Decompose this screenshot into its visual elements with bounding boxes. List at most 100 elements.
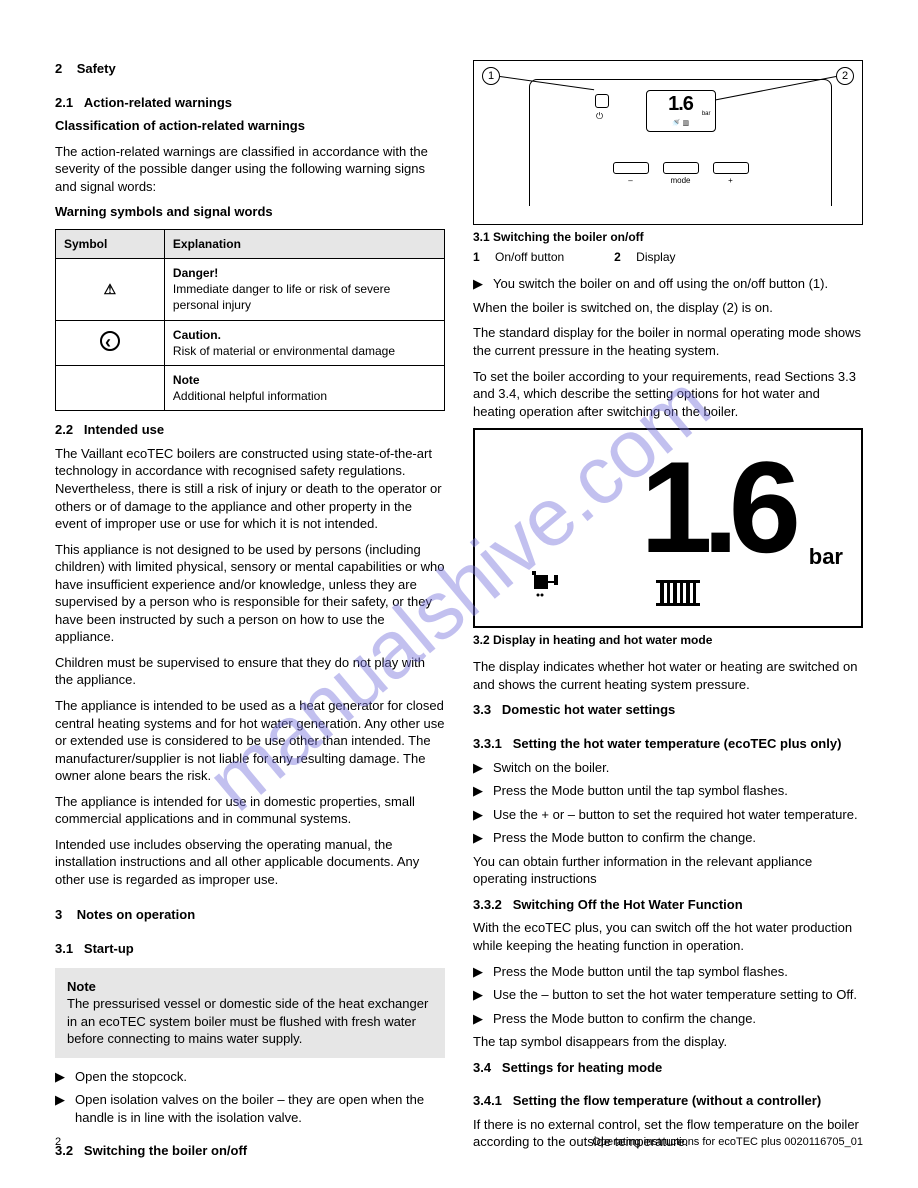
callout-1: 1 [482, 67, 500, 85]
s341-p: If there is no external control, set the… [473, 1116, 863, 1151]
s332-after: The tap symbol disappears from the displ… [473, 1033, 863, 1051]
onoff-button [595, 94, 609, 108]
sub22-p2: This appliance is not designed to be use… [55, 541, 445, 646]
sub22-p4: The appliance is intended to be used as … [55, 697, 445, 785]
plus-label: + [728, 176, 733, 187]
sub331-title: Setting the hot water temperature (ecoTE… [513, 736, 842, 751]
cell-caution-icon [56, 320, 165, 365]
th-expl: Explanation [164, 229, 444, 258]
caution-label: Caution. [173, 328, 221, 342]
s332-1: ▶ Press the Mode button until the tap sym… [473, 963, 863, 981]
s331-3: ▶Use the + or – button to set the requir… [473, 806, 863, 824]
right-step1-text: You switch the boiler on and off using t… [493, 275, 828, 293]
right-column: 1 2 ⏻ 1.6 bar 🚿 ▥ – mode + 3.1 Switching… [473, 60, 863, 1166]
legend2-num: 2 [614, 249, 626, 265]
legend2-text: Display [636, 249, 675, 265]
arrow-icon: ▶ [473, 275, 487, 293]
note-desc: Additional helpful information [173, 389, 327, 403]
left-column: 2 Safety 2.1 Action-related warnings Cla… [55, 60, 445, 1166]
cell-note-text: Note Additional helpful information [164, 365, 444, 410]
arrow-icon: ▶ [55, 1091, 69, 1126]
tap-icon [530, 569, 562, 606]
th-symbol: Symbol [56, 229, 165, 258]
device-frame: ⏻ 1.6 bar 🚿 ▥ – mode + [529, 79, 832, 206]
lcd-small: 1.6 bar 🚿 ▥ [646, 90, 716, 132]
right-step1: ▶ You switch the boiler on and off using… [473, 275, 863, 293]
cell-note-icon [56, 365, 165, 410]
fig32-caption: 3.2 Display in heating and hot water mod… [473, 632, 863, 648]
sub22-p6: Intended use includes observing the oper… [55, 836, 445, 889]
cell-danger-text: Danger! Immediate danger to life or risk… [164, 259, 444, 321]
sub34-title: Settings for heating mode [502, 1060, 662, 1075]
fig31-caption: 3.1 Switching the boiler on/off [473, 229, 863, 245]
sub32-num: 3.2 [55, 1143, 73, 1158]
sub341-heading: 3.4.1 Setting the flow temperature (with… [473, 1092, 863, 1110]
sub332-title: Switching Off the Hot Water Function [513, 897, 743, 912]
sub21-text: The action-related warnings are classifi… [55, 143, 445, 196]
s331-3-text: Use the + or – button to set the require… [493, 806, 858, 824]
plus-button: + [713, 162, 749, 174]
legend-row: 1 On/off button 2 Display [473, 249, 863, 265]
right-p3: The standard display for the boiler in n… [473, 324, 863, 359]
danger-label: Danger! [173, 266, 218, 280]
sub33-num: 3.3 [473, 702, 491, 717]
legend1-text: On/off button [495, 249, 564, 265]
button-row: – mode + [613, 162, 749, 174]
lcd-icons: 🚿 ▥ [672, 119, 689, 128]
note-band-label: Note [67, 978, 433, 996]
danger-desc: Immediate danger to life or risk of seve… [173, 282, 390, 312]
after32: The display indicates whether hot water … [473, 658, 863, 693]
s332-note: With the ecoTEC plus, you can switch off… [473, 919, 863, 954]
note-band-text: The pressurised vessel or domestic side … [67, 995, 433, 1048]
s331-1-text: Switch on the boiler. [493, 759, 609, 777]
warnings-table: Symbol Explanation ⚠ Danger! Immediate d… [55, 229, 445, 412]
note-label: Note [173, 373, 200, 387]
sub32-title: Switching the boiler on/off [84, 1143, 247, 1158]
table-title: Warning symbols and signal words [55, 203, 445, 221]
s332-3-text: Press the Mode button to confirm the cha… [493, 1010, 756, 1028]
arrow-icon: ▶ [473, 782, 487, 800]
sub331-heading: 3.3.1 Setting the hot water temperature … [473, 735, 863, 753]
arrow-icon: ▶ [473, 759, 487, 777]
arrow-icon: ▶ [473, 963, 487, 981]
section-heading: 2 Safety [55, 60, 445, 78]
sec2-title: Safety [77, 61, 116, 76]
power-icon: ⏻ [596, 110, 603, 122]
mode-label: mode [670, 176, 690, 187]
step-1: ▶ Open the stopcock. [55, 1068, 445, 1086]
sec2-num: 2 [55, 61, 62, 76]
sub22-p1: The Vaillant ecoTEC boilers are construc… [55, 445, 445, 533]
step1-text: Open the stopcock. [75, 1068, 187, 1086]
content-columns: 2 Safety 2.1 Action-related warnings Cla… [55, 60, 863, 1166]
device-panel-figure: 1 2 ⏻ 1.6 bar 🚿 ▥ – mode + [473, 60, 863, 225]
s331-2-text: Press the Mode button until the tap symb… [493, 782, 788, 800]
s331-2: ▶ Press the Mode button until the tap sym… [473, 782, 863, 800]
arrow-icon: ▶ [473, 1010, 487, 1028]
danger-triangle-icon: ⚠ [104, 280, 117, 299]
sub22-p5: The appliance is intended for use in dom… [55, 793, 445, 828]
sec3-num: 3 [55, 907, 62, 922]
s332-1-text: Press the Mode button until the tap symb… [493, 963, 788, 981]
sub22-num: 2.2 [55, 422, 73, 437]
s331-4-text: Press the Mode button to confirm the cha… [493, 829, 756, 847]
arrow-icon: ▶ [473, 829, 487, 847]
sub22-p3: Children must be supervised to ensure th… [55, 654, 445, 689]
subsection-heading: 2.1 Action-related warnings [55, 94, 445, 112]
legend1-num: 1 [473, 249, 485, 265]
sub32-heading: 3.2 Switching the boiler on/off [55, 1142, 445, 1160]
sub34-heading: 3.4 Settings for heating mode [473, 1059, 863, 1077]
s331-4: ▶ Press the Mode button to confirm the ch… [473, 829, 863, 847]
note-band: Note The pressurised vessel or domestic … [55, 968, 445, 1058]
right-p2: When the boiler is switched on, the disp… [473, 299, 863, 317]
sub21-num: 2.1 [55, 95, 73, 110]
arrow-icon: ▶ [473, 986, 487, 1004]
sub22-heading: 2.2 Intended use [55, 421, 445, 439]
step2-text: Open isolation valves on the boiler – th… [75, 1091, 445, 1126]
big-display-figure: 1.6 bar [473, 428, 863, 628]
sub31-heading: 3.1 Start-up [55, 940, 445, 958]
lcd-value: 1.6 [668, 94, 693, 114]
big-unit: bar [809, 542, 843, 572]
lcd-unit: bar [702, 110, 711, 118]
s331-1: ▶ Switch on the boiler. [473, 759, 863, 777]
sub33-title: Domestic hot water settings [502, 702, 675, 717]
